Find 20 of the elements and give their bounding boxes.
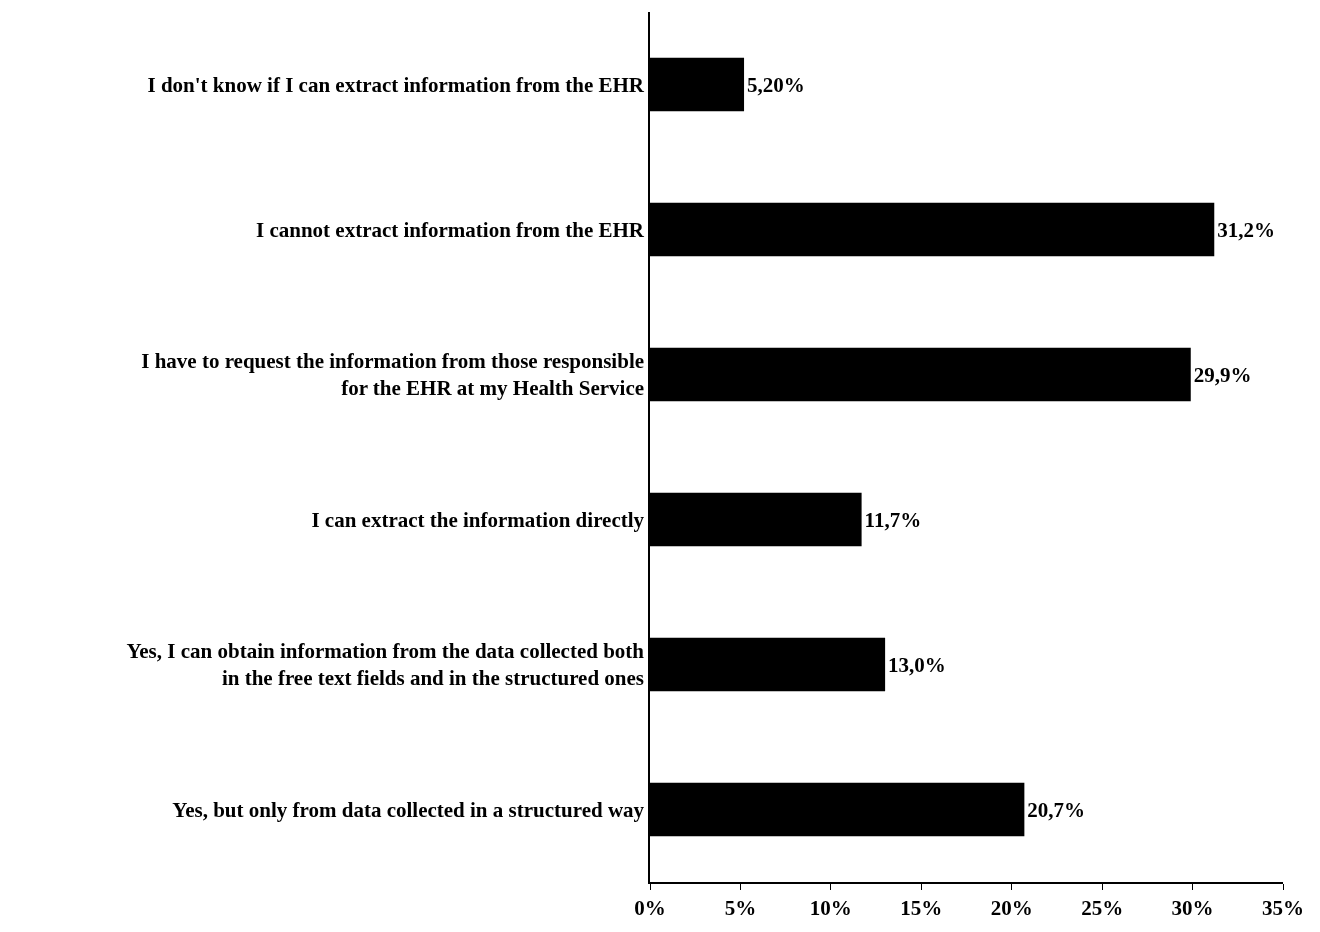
x-tick-label: 20%	[990, 895, 1033, 920]
x-tick-label: 25%	[1081, 895, 1124, 920]
y-tick-label: Yes, but only from data collected in a structured way	[172, 797, 645, 822]
x-tick-label: 10%	[809, 895, 852, 920]
x-tick-label: 15%	[900, 895, 943, 920]
data-label: 5,20%	[747, 72, 805, 97]
y-tick-label: I have to request the information from those responsible for the EHR at my Health Service	[141, 349, 645, 401]
data-label: 11,7%	[864, 507, 922, 532]
y-tick-label: I don't know if I can extract information from the EHR	[147, 72, 645, 97]
y-tick-label: I can extract the information directly	[311, 507, 645, 532]
data-label: 20,7%	[1027, 797, 1086, 822]
x-tick-label: 30%	[1171, 895, 1214, 920]
x-tick-label: 5%	[724, 895, 757, 920]
data-label: 31,2%	[1217, 217, 1276, 242]
y-tick-label: Yes, I can obtain information from the data collected both in the free text fields and in the structured ones	[126, 639, 645, 691]
data-label: 13,0%	[888, 652, 946, 677]
x-tick-label: 0%	[634, 895, 666, 920]
x-tick-label: 35%	[1262, 895, 1304, 920]
data-label: 29,9%	[1193, 362, 1252, 387]
y-tick-label: I cannot extract information from the EHR	[255, 217, 645, 242]
